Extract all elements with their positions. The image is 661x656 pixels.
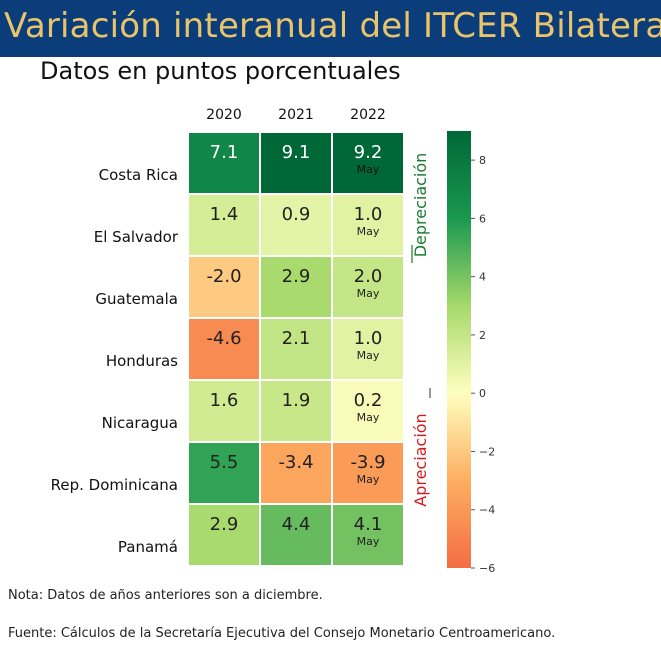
cell-value-label: 2.1 bbox=[282, 328, 311, 349]
colorbar-tick-label: −2 bbox=[479, 445, 495, 458]
row-label: Costa Rica bbox=[99, 166, 178, 184]
cell-value-label: 2.0 bbox=[354, 266, 383, 287]
column-label: 2020 bbox=[206, 107, 242, 123]
cell-value-label: -3.4 bbox=[278, 452, 313, 473]
heatmap-cell bbox=[331, 379, 405, 443]
cell-value-label: 7.1 bbox=[210, 142, 239, 163]
colorbar-tick-label: 4 bbox=[479, 271, 486, 284]
cell-month-note: May bbox=[357, 287, 380, 300]
cell-value-label: 4.4 bbox=[282, 514, 311, 535]
heatmap-cell bbox=[259, 441, 333, 505]
cell-value-label: -2.0 bbox=[206, 266, 241, 287]
cell-value-label: 4.1 bbox=[354, 514, 383, 535]
cell-value-label: 2.9 bbox=[282, 266, 311, 287]
cell-month-note: May bbox=[357, 163, 380, 176]
cell-month-note: May bbox=[357, 225, 380, 238]
cell-value-label: 0.2 bbox=[354, 390, 383, 411]
cell-month-note: May bbox=[357, 535, 380, 548]
cell-value-label: 1.0 bbox=[354, 328, 383, 349]
heatmap-cell bbox=[331, 317, 405, 381]
colorbar-tick-label: −6 bbox=[479, 562, 495, 575]
source-label: Fuente: bbox=[8, 626, 57, 641]
cell-value-label: -3.9 bbox=[350, 452, 385, 473]
colorbar-tick-label: −4 bbox=[479, 504, 495, 517]
column-label: 2021 bbox=[278, 107, 314, 123]
row-label: El Salvador bbox=[94, 228, 179, 246]
cell-month-note: May bbox=[357, 473, 380, 486]
cell-value-label: 9.1 bbox=[282, 142, 311, 163]
heatmap-cell bbox=[331, 503, 405, 567]
footer-source: Fuente: Cálculos de la Secretaría Ejecut… bbox=[8, 626, 555, 641]
cell-value-label: 2.9 bbox=[210, 514, 239, 535]
row-label: Panamá bbox=[118, 538, 178, 556]
heatmap-cell bbox=[331, 255, 405, 319]
heatmap-cell bbox=[331, 441, 405, 505]
heatmap-cell bbox=[187, 255, 261, 319]
heatmap-cell bbox=[187, 379, 261, 443]
cell-value-label: 9.2 bbox=[354, 142, 383, 163]
colorbar-tick-label: 0 bbox=[479, 387, 486, 400]
colorbar bbox=[447, 131, 471, 568]
heatmap-cell bbox=[259, 317, 333, 381]
note-label: Nota: bbox=[8, 588, 44, 603]
cell-month-note: May bbox=[357, 349, 380, 362]
heatmap-cell bbox=[187, 441, 261, 505]
appreciation-annotation: Apreciación bbox=[411, 413, 430, 506]
cell-value-label: 1.6 bbox=[210, 390, 239, 411]
row-label: Honduras bbox=[106, 352, 178, 370]
title-bar: Variación interanual del ITCER Bilateral bbox=[0, 0, 661, 57]
cell-value-label: 0.9 bbox=[282, 204, 311, 225]
footer-note: Nota: Datos de años anteriores son a dic… bbox=[8, 588, 323, 603]
cell-value-label: 1.0 bbox=[354, 204, 383, 225]
cell-value-label: 1.4 bbox=[210, 204, 239, 225]
row-label: Nicaragua bbox=[102, 414, 178, 432]
colorbar-tick-label: 8 bbox=[479, 154, 486, 167]
cell-value-label: -4.6 bbox=[206, 328, 241, 349]
chart-title: Variación interanual del ITCER Bilateral bbox=[4, 6, 661, 46]
row-label: Rep. Dominicana bbox=[51, 476, 178, 494]
source-text: Cálculos de la Secretaría Ejecutiva del … bbox=[60, 626, 556, 641]
cell-value-label: 1.9 bbox=[282, 390, 311, 411]
colorbar-tick-label: 2 bbox=[479, 329, 486, 342]
colorbar-tick-label: 6 bbox=[479, 212, 486, 225]
cell-value-label: 5.5 bbox=[210, 452, 239, 473]
cell-month-note: May bbox=[357, 411, 380, 424]
depreciation-annotation: Depreciación bbox=[411, 153, 430, 258]
note-text: Datos de años anteriores son a diciembre… bbox=[47, 588, 323, 603]
column-label: 2022 bbox=[350, 107, 386, 123]
row-label: Guatemala bbox=[95, 290, 178, 308]
chart-subtitle: Datos en puntos porcentuales bbox=[40, 57, 401, 85]
